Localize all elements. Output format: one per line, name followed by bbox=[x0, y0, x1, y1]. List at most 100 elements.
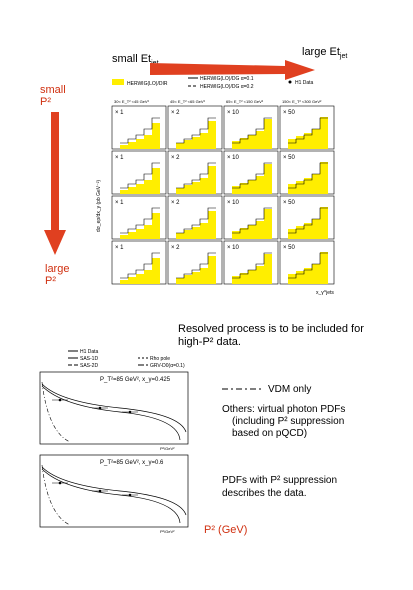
hist-outline bbox=[120, 207, 160, 234]
hist-outline bbox=[232, 207, 272, 234]
scale-label: × 10 bbox=[227, 155, 240, 161]
small-p2: small P² bbox=[40, 84, 66, 108]
hist-bar bbox=[320, 252, 328, 284]
hist-bar bbox=[296, 136, 304, 149]
scale-label: × 1 bbox=[115, 155, 124, 161]
curve bbox=[41, 466, 187, 516]
column-header: 150< E_T² <300 GeV² bbox=[282, 99, 322, 104]
hist-bar bbox=[312, 129, 320, 149]
large-et-label: large Etjet bbox=[302, 46, 347, 60]
hist-bar bbox=[144, 270, 152, 284]
hist-bar bbox=[256, 266, 264, 284]
hist-bar bbox=[232, 231, 240, 239]
hist-bar bbox=[248, 270, 256, 284]
hist-bar bbox=[240, 273, 248, 284]
hist-bar bbox=[152, 258, 160, 284]
scale-label: × 2 bbox=[171, 110, 180, 116]
hist-bar bbox=[152, 168, 160, 194]
hist-outline bbox=[120, 252, 160, 279]
hist-outline bbox=[176, 252, 216, 279]
hist-bar bbox=[304, 133, 312, 149]
hist-bar bbox=[264, 119, 272, 149]
pdfs-note: PDFs with P² suppression describes the da… bbox=[222, 475, 337, 499]
hist-bar bbox=[264, 209, 272, 239]
lower-frame bbox=[39, 454, 189, 528]
x-axis-title: x_γ^jets bbox=[316, 290, 334, 296]
scale-label: × 1 bbox=[115, 245, 124, 251]
hist-bar bbox=[304, 178, 312, 194]
hist-bar bbox=[184, 140, 192, 149]
hist-bar bbox=[312, 174, 320, 194]
column-header: 45< E_T² <65 GeV² bbox=[170, 99, 206, 104]
hist-bar bbox=[240, 138, 248, 149]
hist-outline bbox=[288, 117, 328, 144]
hist-outline bbox=[288, 207, 328, 234]
hist-outline bbox=[120, 117, 160, 144]
hist-bar bbox=[232, 186, 240, 194]
hist-bar bbox=[288, 184, 296, 194]
hist-bar bbox=[192, 182, 200, 194]
column-header: 30< E_T² <45 GeV² bbox=[114, 99, 150, 104]
lower-legend-label: GRV-D0(α=0.1) bbox=[150, 363, 185, 369]
hist-bar bbox=[256, 221, 264, 239]
hist-bar bbox=[128, 187, 136, 194]
scale-label: × 50 bbox=[283, 245, 296, 251]
hist-bar bbox=[144, 135, 152, 149]
hist-bar bbox=[128, 142, 136, 149]
scale-label: × 50 bbox=[283, 110, 296, 116]
hist-bar bbox=[288, 229, 296, 239]
resolved-note: Resolved process is to be included for hi… bbox=[178, 323, 364, 348]
hist-bar bbox=[176, 278, 184, 284]
hist-bar bbox=[256, 131, 264, 149]
hist-bar bbox=[232, 141, 240, 149]
scale-label: × 10 bbox=[227, 110, 240, 116]
et-arrow bbox=[150, 60, 315, 80]
hist-bar bbox=[184, 275, 192, 284]
hist-bar bbox=[320, 162, 328, 194]
panel-grid: 30< E_T² <45 GeV² 45< E_T² <65 GeV² 65< E_… bbox=[96, 99, 334, 296]
hist-bar bbox=[192, 272, 200, 284]
hist-bar bbox=[312, 264, 320, 284]
curve bbox=[41, 468, 181, 524]
scale-label: × 50 bbox=[283, 200, 296, 206]
lower-x-axis: P²/GeV² bbox=[160, 446, 175, 451]
hist-bar bbox=[144, 180, 152, 194]
lower-legend-label: SAS-2D bbox=[80, 363, 98, 369]
legend-label: HERWIG(LO)/DG α=0.2 bbox=[200, 84, 254, 90]
lower-panel-label: P_T²=85 GeV², x_γ=0.6 bbox=[100, 460, 164, 466]
hist-bar bbox=[152, 213, 160, 239]
hist-outline bbox=[288, 252, 328, 279]
scale-label: × 2 bbox=[171, 155, 180, 161]
scale-label: × 10 bbox=[227, 245, 240, 251]
lower-frame bbox=[39, 371, 189, 445]
hist-bar bbox=[320, 207, 328, 239]
hist-bar bbox=[176, 233, 184, 239]
legend-label: H1 Data bbox=[295, 80, 314, 86]
scale-label: × 1 bbox=[115, 200, 124, 206]
others-note: Others: virtual photon PDFs (including P²… bbox=[222, 404, 345, 439]
hist-bar bbox=[320, 117, 328, 149]
curve bbox=[41, 385, 181, 441]
hist-bar bbox=[128, 277, 136, 284]
hist-bar bbox=[120, 190, 128, 194]
hist-bar bbox=[136, 229, 144, 239]
hist-bar bbox=[200, 178, 208, 194]
hist-bar bbox=[136, 184, 144, 194]
hist-bar bbox=[152, 123, 160, 149]
hist-bar bbox=[200, 223, 208, 239]
hist-bar bbox=[240, 183, 248, 194]
hist-outline bbox=[288, 162, 328, 189]
legend-label: HERWIG(LO)/DG α=0.1 bbox=[200, 76, 254, 82]
lower-x-axis: P²/GeV² bbox=[160, 529, 175, 534]
hist-bar bbox=[176, 188, 184, 194]
lower-legend-label: H1 Data bbox=[80, 349, 99, 355]
lower-legend-label: Rho pole bbox=[150, 356, 170, 362]
hist-bar bbox=[264, 164, 272, 194]
y-axis-title: dσ_ep/dx_γ (pb GeV⁻²) bbox=[96, 180, 102, 232]
hist-bar bbox=[304, 223, 312, 239]
column-header: 65< E_T² <150 GeV² bbox=[226, 99, 264, 104]
hist-bar bbox=[128, 232, 136, 239]
hist-outline bbox=[176, 162, 216, 189]
hist-bar bbox=[208, 121, 216, 149]
legend-dot bbox=[288, 80, 292, 84]
